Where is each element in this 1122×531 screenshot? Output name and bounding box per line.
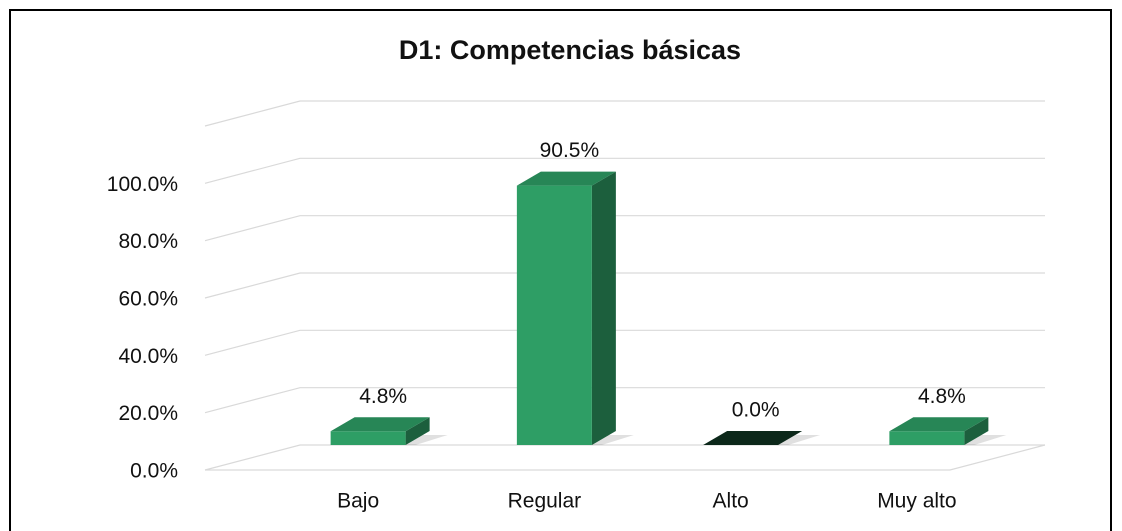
grid-line	[204, 444, 1045, 471]
bar-front	[516, 185, 592, 446]
grid-line	[204, 329, 1045, 356]
y-tick-label: 20.0%	[118, 402, 178, 425]
bar-side	[964, 417, 989, 445]
bar-front	[889, 431, 965, 445]
bar	[703, 431, 821, 445]
x-tick-label: Alto	[713, 490, 749, 513]
y-tick-label: 0.0%	[130, 460, 178, 483]
data-label: 4.8%	[918, 385, 966, 408]
grid-line	[204, 157, 1045, 184]
data-label: 4.8%	[359, 385, 407, 408]
bar-side	[405, 417, 430, 445]
bar-front	[330, 431, 406, 445]
data-label: 90.5%	[540, 139, 600, 162]
bar	[330, 417, 448, 445]
floor	[205, 444, 1046, 471]
chart-title: D1: Competencias básicas	[399, 35, 741, 65]
bar-top	[703, 431, 803, 445]
grid-line	[204, 272, 1045, 299]
y-tick-label: 80.0%	[118, 230, 178, 253]
bar-top	[889, 417, 989, 432]
bar-side	[591, 171, 616, 446]
x-tick-label: Bajo	[337, 490, 379, 513]
bar	[889, 417, 1007, 445]
wall-top	[204, 100, 1045, 127]
y-tick-label: 60.0%	[118, 288, 178, 311]
data-label: 0.0%	[732, 399, 780, 422]
x-tick-label: Muy alto	[877, 490, 956, 513]
y-tick-label: 100.0%	[107, 173, 178, 196]
grid-line	[204, 387, 1045, 414]
y-tick-label: 40.0%	[118, 345, 178, 368]
bar-top	[330, 417, 430, 432]
bar-top	[516, 171, 616, 186]
bar	[516, 171, 634, 446]
grid-line	[204, 215, 1045, 242]
x-tick-label: Regular	[508, 490, 582, 513]
